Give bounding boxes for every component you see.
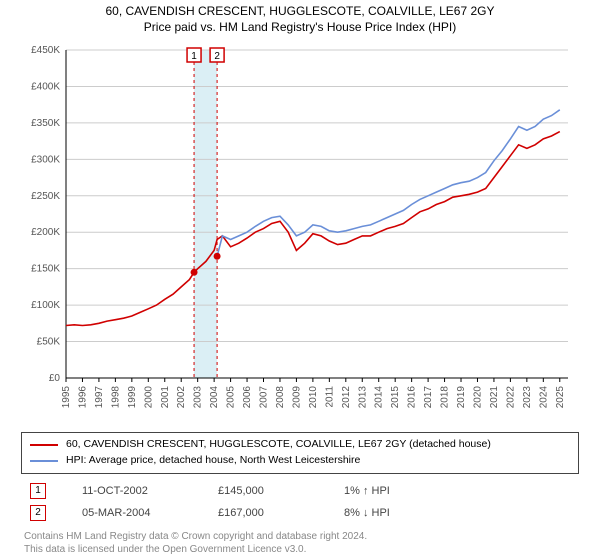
x-tick-label: 2004 bbox=[209, 386, 220, 409]
y-tick-label: £150K bbox=[31, 264, 60, 275]
x-tick-label: 2021 bbox=[489, 386, 500, 409]
x-tick-label: 2008 bbox=[275, 386, 286, 409]
marker-number-box: 2 bbox=[30, 505, 46, 521]
legend-row: HPI: Average price, detached house, Nort… bbox=[30, 453, 570, 469]
x-tick-label: 2012 bbox=[341, 386, 352, 409]
legend-label: HPI: Average price, detached house, Nort… bbox=[66, 453, 360, 469]
footer-line-1: Contains HM Land Registry data © Crown c… bbox=[24, 530, 576, 544]
legend-row: 60, CAVENDISH CRESCENT, HUGGLESCOTE, COA… bbox=[30, 437, 570, 453]
marker-badge-num: 2 bbox=[214, 51, 220, 62]
y-tick-label: £0 bbox=[49, 373, 61, 384]
x-tick-label: 2014 bbox=[374, 386, 385, 409]
sale-dot bbox=[214, 253, 221, 260]
x-tick-label: 2003 bbox=[193, 386, 204, 409]
x-tick-label: 2015 bbox=[390, 386, 401, 409]
marker-price: £145,000 bbox=[218, 485, 308, 497]
marker-pct: 1% ↑ HPI bbox=[344, 485, 434, 497]
marker-row: 2 05-MAR-2004 £167,000 8% ↓ HPI bbox=[24, 502, 576, 524]
x-tick-label: 1998 bbox=[110, 386, 121, 409]
legend-label: 60, CAVENDISH CRESCENT, HUGGLESCOTE, COA… bbox=[66, 437, 491, 453]
x-tick-label: 2024 bbox=[538, 386, 549, 409]
title-address: 60, CAVENDISH CRESCENT, HUGGLESCOTE, COA… bbox=[0, 4, 600, 18]
marker-pct: 8% ↓ HPI bbox=[344, 507, 434, 519]
footer-line-2: This data is licensed under the Open Gov… bbox=[24, 543, 576, 557]
title-block: 60, CAVENDISH CRESCENT, HUGGLESCOTE, COA… bbox=[0, 0, 600, 36]
legend-swatch bbox=[30, 444, 58, 446]
y-tick-label: £100K bbox=[31, 300, 60, 311]
x-tick-label: 2013 bbox=[357, 386, 368, 409]
x-tick-label: 1999 bbox=[127, 386, 138, 409]
x-tick-label: 2000 bbox=[143, 386, 154, 409]
y-tick-label: £250K bbox=[31, 191, 60, 202]
marker-date: 05-MAR-2004 bbox=[82, 507, 182, 519]
y-tick-label: £400K bbox=[31, 81, 60, 92]
marker-date: 11-OCT-2002 bbox=[82, 485, 182, 497]
x-tick-label: 2022 bbox=[505, 386, 516, 409]
x-tick-label: 2009 bbox=[291, 386, 302, 409]
x-tick-label: 2016 bbox=[407, 386, 418, 409]
x-tick-label: 2017 bbox=[423, 386, 434, 409]
x-tick-label: 2018 bbox=[440, 386, 451, 409]
y-tick-label: £350K bbox=[31, 118, 60, 129]
x-tick-label: 2011 bbox=[324, 386, 335, 408]
x-tick-label: 2006 bbox=[242, 386, 253, 409]
x-tick-label: 2020 bbox=[472, 386, 483, 409]
x-tick-label: 2010 bbox=[308, 386, 319, 409]
x-tick-label: 1995 bbox=[61, 386, 72, 409]
marker-price: £167,000 bbox=[218, 507, 308, 519]
chart-area: £0 £50K £100K £150K £200K £250K £300K £350K £400… bbox=[20, 42, 580, 426]
sale-markers-table: 1 11-OCT-2002 £145,000 1% ↑ HPI 2 05-MAR-2004… bbox=[24, 480, 576, 524]
legend-box: 60, CAVENDISH CRESCENT, HUGGLESCOTE, COA… bbox=[21, 432, 579, 474]
marker-row: 1 11-OCT-2002 £145,000 1% ↑ HPI bbox=[24, 480, 576, 502]
shade-band bbox=[194, 50, 217, 378]
x-tick-label: 2001 bbox=[160, 386, 171, 409]
y-tick-label: £200K bbox=[31, 227, 60, 238]
x-tick-label: 2007 bbox=[259, 386, 270, 409]
footer-attribution: Contains HM Land Registry data © Crown c… bbox=[24, 530, 576, 557]
figure-root: 60, CAVENDISH CRESCENT, HUGGLESCOTE, COA… bbox=[0, 0, 600, 557]
title-subtitle: Price paid vs. HM Land Registry's House … bbox=[0, 20, 600, 34]
legend-swatch bbox=[30, 460, 58, 462]
y-tick-label: £50K bbox=[37, 337, 61, 348]
marker-badge-num: 1 bbox=[191, 51, 197, 62]
sale-dot bbox=[191, 269, 198, 276]
x-tick-label: 2002 bbox=[176, 386, 187, 409]
x-tick-label: 2025 bbox=[555, 386, 566, 409]
marker-number-box: 1 bbox=[30, 483, 46, 499]
x-tick-label: 2019 bbox=[456, 386, 467, 409]
x-tick-label: 1996 bbox=[77, 386, 88, 409]
y-tick-label: £300K bbox=[31, 154, 60, 165]
x-tick-label: 2023 bbox=[522, 386, 533, 409]
line-chart-svg: £0 £50K £100K £150K £200K £250K £300K £350K £400… bbox=[20, 42, 580, 426]
y-tick-label: £450K bbox=[31, 45, 60, 56]
x-tick-label: 2005 bbox=[226, 386, 237, 409]
x-tick-label: 1997 bbox=[94, 386, 105, 409]
